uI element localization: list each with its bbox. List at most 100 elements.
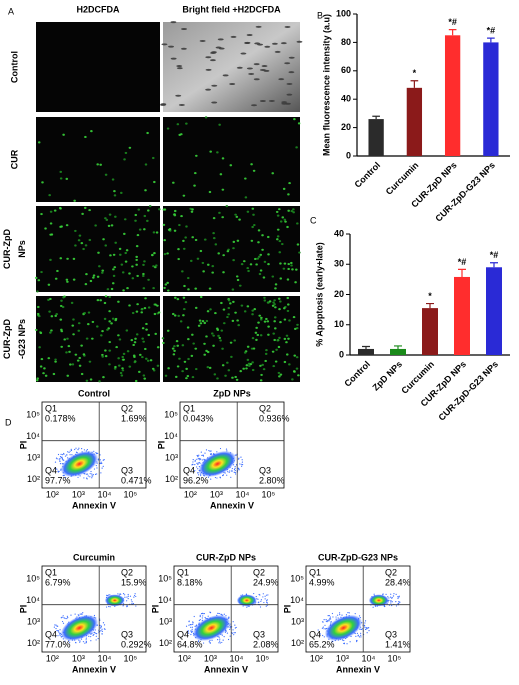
event-dot — [219, 447, 222, 450]
event-dot — [55, 624, 57, 626]
cell — [126, 287, 129, 290]
cell — [212, 344, 215, 347]
cell — [112, 253, 116, 256]
cell — [40, 212, 43, 216]
event-dot — [395, 601, 397, 603]
x-tick-label: CUR-ZpD-G23 NPs — [436, 359, 500, 423]
cell — [135, 258, 138, 262]
event-dot — [391, 601, 393, 603]
event-dot — [391, 597, 393, 599]
event-density — [324, 614, 363, 641]
cell — [117, 300, 120, 303]
cell — [160, 103, 167, 106]
x-tick-label: 10³ — [204, 653, 217, 663]
event-dot — [188, 632, 190, 634]
y-tick-label: 10⁴ — [26, 431, 40, 441]
cell — [232, 247, 235, 250]
y-tick-label: 10⁵ — [26, 409, 40, 419]
cell — [108, 363, 111, 366]
cell — [259, 100, 266, 103]
cell — [134, 219, 137, 222]
cell — [155, 264, 158, 267]
event-dot — [129, 595, 132, 597]
cell — [60, 299, 63, 302]
event-dot — [192, 459, 194, 461]
cell — [262, 276, 266, 279]
cell — [178, 357, 181, 360]
event-dot — [89, 476, 91, 478]
event-dot — [54, 624, 56, 626]
event-dot — [328, 620, 330, 622]
event-dot — [133, 596, 135, 598]
x-axis-label: Annexin V — [72, 500, 116, 510]
event-dot — [83, 449, 85, 451]
cell — [132, 343, 135, 347]
cell — [195, 154, 198, 157]
cell — [124, 151, 128, 155]
event-dot — [62, 622, 65, 624]
cell — [202, 270, 205, 273]
cell — [85, 273, 88, 276]
x-tick-label: 10² — [178, 653, 191, 663]
cell — [38, 315, 41, 318]
event-dot — [188, 620, 190, 622]
event-dot — [194, 460, 196, 462]
cell — [284, 62, 291, 65]
cell — [101, 353, 104, 357]
event-dot — [388, 597, 390, 599]
event-dot — [69, 454, 71, 456]
cell — [291, 378, 294, 381]
cell — [206, 310, 210, 313]
cell — [134, 337, 137, 340]
cell — [149, 359, 153, 362]
cell — [204, 116, 208, 119]
cell — [250, 163, 253, 166]
error-bar — [426, 302, 434, 309]
event-dot — [209, 611, 211, 613]
event-dot — [194, 459, 196, 461]
cell — [118, 338, 122, 341]
cell — [124, 251, 128, 255]
event-dot — [233, 634, 235, 636]
cell — [170, 57, 177, 60]
y-tick-label: 20 — [341, 122, 351, 132]
cell — [143, 228, 146, 231]
cell — [122, 352, 126, 355]
event-dot — [196, 472, 199, 474]
cell — [183, 360, 187, 363]
cell — [185, 122, 188, 125]
event-dot — [360, 636, 362, 638]
cell — [288, 71, 295, 74]
cell — [236, 278, 240, 282]
event-dot — [64, 455, 67, 457]
cell — [297, 374, 300, 377]
cell — [59, 177, 63, 180]
cell — [209, 150, 212, 153]
cell — [215, 46, 222, 49]
cell — [262, 368, 266, 371]
event-dot — [93, 468, 96, 470]
cell — [176, 365, 180, 368]
cell — [217, 334, 220, 337]
event-dot — [194, 625, 196, 627]
cell — [96, 163, 99, 166]
event-dot — [210, 453, 212, 455]
event-dot — [225, 448, 228, 450]
cell — [266, 320, 270, 323]
cell — [278, 78, 285, 81]
event-dot — [69, 450, 71, 452]
event-dot — [127, 597, 129, 600]
cell — [59, 318, 63, 321]
y-tick-label: 10³ — [291, 616, 304, 626]
event-dot — [218, 636, 220, 638]
cell — [180, 214, 183, 218]
cell — [177, 257, 180, 261]
cell — [49, 222, 53, 225]
cell — [84, 283, 88, 286]
quadrant-percent: 0.292% — [121, 639, 152, 649]
event-dot — [390, 596, 392, 598]
cell — [112, 268, 115, 271]
cell — [218, 211, 221, 214]
event-dot — [196, 466, 198, 468]
cell — [175, 94, 182, 97]
